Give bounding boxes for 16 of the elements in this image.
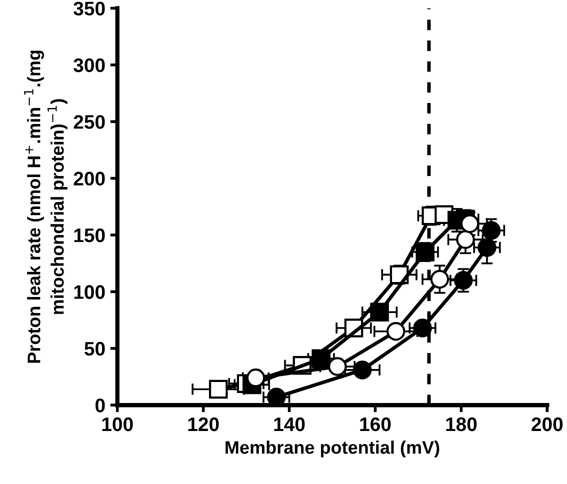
y-tick-label: 150	[74, 228, 105, 242]
x-tick-label: 200	[532, 417, 563, 432]
y-tick-label: 50	[84, 342, 105, 356]
y-tick-label: 350	[74, 2, 105, 16]
x-tick-label: 100	[102, 417, 133, 432]
x-tick-label: 180	[446, 417, 477, 432]
y-tick-label: 300	[74, 58, 105, 72]
y-tick-label: 100	[74, 285, 105, 299]
x-tick-label: 120	[188, 417, 219, 432]
x-tick-label: 160	[360, 417, 391, 432]
x-tick-label: 140	[274, 417, 305, 432]
y-tick-label: 250	[74, 115, 105, 129]
y-tick-label: 200	[74, 172, 105, 186]
text: Proton leak rate (nmol H$^{+}$.min$^{−1}$.(mg mitochondrial protein)$^{−1}$)	[24, 50, 68, 363]
y-tick-label: 0	[96, 398, 105, 412]
x-axis-title: Membrane potential (mV)	[226, 440, 440, 458]
